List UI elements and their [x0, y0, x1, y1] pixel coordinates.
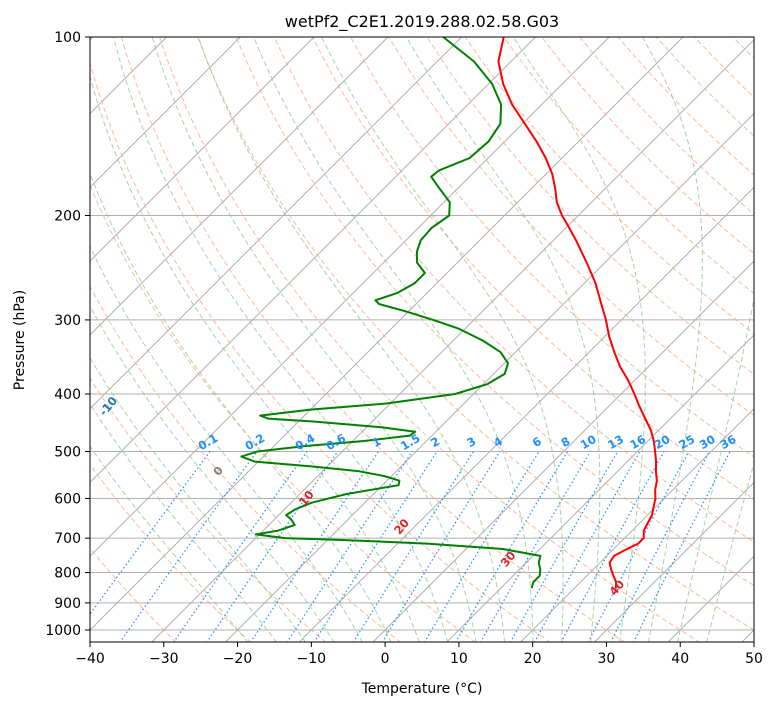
moist-adiabat-line [90, 356, 306, 642]
x-tick-label: 20 [524, 651, 542, 667]
x-tick-label: 50 [745, 651, 763, 667]
mixing-ratio-line [313, 451, 438, 642]
y-tick-label: 400 [54, 387, 81, 403]
dry-adiabat-line [90, 183, 476, 642]
mixing-ratio-line [250, 451, 379, 642]
y-tick-label: 200 [54, 209, 81, 225]
x-tick-label: −40 [75, 651, 105, 667]
dry-adiabat-line [90, 285, 401, 642]
dry-adiabat-line [90, 61, 551, 642]
plot-area: 0.1 0.2 0.4 0.6 1 1.5 2 3 4 6 8 10 13 16 20 25 30 36-1001… [89, 36, 755, 643]
x-tick-label: 30 [598, 651, 616, 667]
mixing-ratio-line [534, 451, 641, 642]
moist-adiabat-line [151, 37, 477, 642]
x-tick-label: −10 [297, 651, 327, 667]
dry-adiabat-line [159, 37, 701, 642]
dry-adiabat-line [273, 37, 754, 543]
moist-adiabat-line [113, 37, 449, 642]
plot-frame [89, 36, 755, 643]
x-tick-label: −30 [149, 651, 179, 667]
dewpoint-profile-line [240, 37, 542, 589]
moist-adiabat-line [90, 245, 363, 642]
mixing-ratio-label: 30 [697, 432, 718, 452]
moist-adiabat-line [90, 305, 335, 642]
mixing-ratio-line [381, 451, 501, 642]
mixing-ratio-line [173, 451, 308, 642]
mixing-ratio-line [633, 451, 731, 642]
isotherm-line [446, 334, 754, 642]
isotherm-line [90, 37, 241, 189]
mixing-ratio-line [352, 451, 474, 642]
x-tick-label: 10 [450, 651, 468, 667]
y-axis-label: Pressure (hPa) [12, 290, 28, 390]
x-tick-label: 0 [381, 651, 390, 667]
moist-adiabat-line [641, 37, 703, 642]
y-tick-label: 1000 [45, 623, 81, 639]
x-axis: −40 −30 −20 −10 0 10 20 30 40 50 [75, 642, 763, 667]
dry-adiabat-line [90, 463, 252, 642]
x-axis-label: Temperature (°C) [361, 681, 483, 697]
moist-adiabat-line [512, 37, 646, 642]
y-tick-label: 700 [54, 531, 81, 547]
mixing-ratio-line [90, 451, 211, 616]
x-tick-label: 40 [671, 651, 689, 667]
isotherm-line [90, 37, 315, 262]
isotherm-line [519, 407, 754, 642]
y-tick-label: 300 [54, 313, 81, 329]
dry-adiabat-line [120, 37, 626, 642]
temperature-profile-line [497, 37, 658, 589]
moist-adiabat-line [706, 461, 754, 642]
dry-adiabat-line [426, 37, 754, 375]
dry-adiabat-line [350, 37, 754, 458]
mixing-ratio-label: 16 [627, 432, 648, 452]
moist-adiabat-line [197, 37, 505, 642]
y-axis: 100 200 300 400 500 600 700 800 900 1000 [45, 30, 90, 639]
mixing-ratio-label: 13 [605, 432, 626, 452]
isotherm-line [224, 112, 754, 642]
moist-adiabat-line [677, 295, 754, 642]
mixing-ratio-label: 25 [676, 432, 697, 452]
mixing-ratio-line [560, 451, 665, 642]
moist-adiabat-line [321, 37, 564, 642]
background-lines [90, 37, 754, 642]
moist-adiabat-line [253, 37, 534, 642]
mixing-ratio-label: 20 [652, 432, 673, 452]
y-tick-label: 900 [54, 596, 81, 612]
mixing-ratio-label: 10 [578, 432, 599, 452]
isotherm-line [372, 260, 754, 642]
dry-adiabat-line [503, 37, 754, 295]
dry-adiabat-line [197, 37, 754, 631]
mixing-ratio-line [206, 451, 339, 642]
chart-title: wetPf2_C2E1.2019.288.02.58.G03 [285, 12, 559, 32]
isotherm-line [90, 37, 463, 410]
mixing-ratio-line [509, 451, 619, 642]
x-tick-label: −20 [223, 651, 253, 667]
moist-adiabat-line [90, 172, 392, 642]
isotherm-line [90, 37, 684, 631]
y-tick-label: 100 [54, 30, 81, 46]
dry-adiabat-line [311, 37, 754, 500]
y-tick-label: 500 [54, 444, 81, 460]
isotherm-line [90, 37, 536, 484]
moist-adiabat-line [405, 37, 601, 642]
moist-adiabat-line [90, 445, 249, 642]
mixing-ratio-line [286, 451, 413, 642]
isotherm-line [151, 39, 754, 642]
moist-adiabat-line [90, 403, 277, 642]
isotherm-line [90, 37, 389, 336]
moist-adiabat-line [90, 75, 420, 642]
dry-adiabat-line [90, 547, 177, 642]
sounding-series [240, 37, 658, 589]
y-tick-label: 800 [54, 566, 81, 582]
mixing-ratio-label: 36 [718, 432, 739, 452]
dry-adiabat-line [90, 377, 327, 642]
y-tick-label: 600 [54, 491, 81, 507]
isotherm-line [593, 481, 754, 642]
mixing-ratio-line [119, 451, 258, 642]
isotherm-line [90, 37, 610, 557]
